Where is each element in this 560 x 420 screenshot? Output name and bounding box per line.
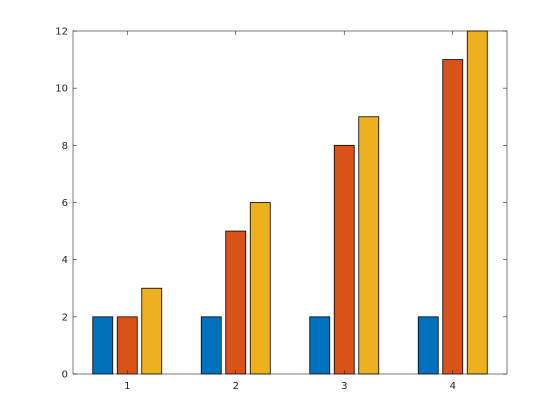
bar-series-2-category-2 (225, 230, 247, 375)
bar-series-3-category-1 (141, 287, 163, 375)
bars-layer (92, 30, 488, 375)
y-tick-label: 2 (62, 312, 68, 323)
bar-series-1-category-4 (417, 316, 439, 375)
y-tick-label: 10 (55, 84, 68, 95)
plot-area-frame (72, 30, 508, 375)
y-tick-labels: 0 2 4 6 8 10 12 (55, 27, 68, 381)
y-tick-label: 6 (62, 198, 68, 209)
bar-series-1-category-2 (200, 316, 222, 375)
x-tick-label: 3 (341, 381, 347, 392)
y-tick-label: 8 (62, 141, 68, 152)
x-tick-label: 4 (450, 381, 456, 392)
y-tick-label: 4 (62, 255, 68, 266)
bar-series-2-category-3 (333, 144, 355, 375)
bar-series-1-category-1 (92, 316, 114, 375)
x-tick-labels: 1 2 3 4 (124, 381, 456, 392)
bar-series-2-category-1 (116, 316, 138, 375)
ticks-layer (73, 30, 507, 375)
bar-series-2-category-4 (442, 59, 464, 375)
y-tick-label: 12 (55, 27, 68, 38)
bar-series-3-category-3 (358, 116, 380, 375)
bar-series-3-category-4 (466, 30, 488, 375)
bar-series-1-category-3 (309, 316, 331, 375)
bar-series-3-category-2 (249, 202, 271, 375)
y-tick-label: 0 (62, 370, 68, 381)
x-tick-label: 2 (233, 381, 239, 392)
x-tick-label: 1 (124, 381, 130, 392)
